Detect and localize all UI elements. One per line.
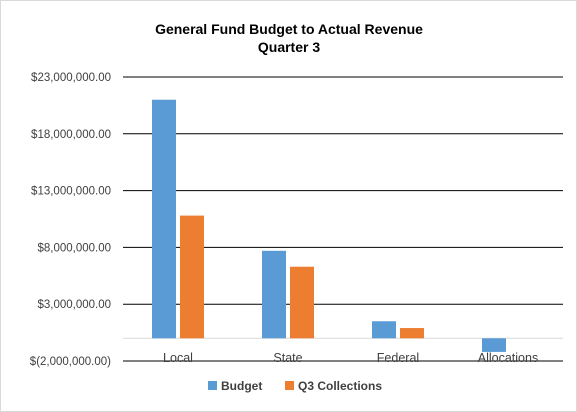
y-tick-label: $18,000,000.00 — [31, 129, 111, 141]
y-axis-ticks: $(2,000,000.00) $3,000,000.00 $8,000,000.0… — [30, 72, 111, 368]
bar-q3-collections-federal — [400, 328, 424, 339]
legend-swatch — [208, 381, 217, 390]
bar-budget-federal — [372, 321, 396, 339]
bar-q3-collections-local — [180, 215, 204, 339]
x-tick-label: State — [273, 351, 302, 365]
legend-label: Budget — [221, 379, 262, 393]
chart-subtitle: Quarter 3 — [258, 39, 320, 55]
bar-budget-allocations — [482, 338, 506, 352]
y-tick-label: $23,000,000.00 — [31, 72, 111, 84]
bars — [152, 99, 506, 352]
chart-title: General Fund Budget to Actual Revenue — [155, 21, 423, 37]
legend: Budget Q3 Collections — [208, 379, 382, 393]
y-tick-label: $13,000,000.00 — [31, 186, 111, 198]
y-tick-label: $8,000,000.00 — [37, 242, 111, 254]
x-tick-label: Federal — [377, 351, 419, 365]
legend-swatch — [285, 381, 294, 390]
y-tick-label: $3,000,000.00 — [37, 299, 111, 311]
legend-label: Q3 Collections — [298, 379, 382, 393]
bar-budget-local — [152, 99, 176, 339]
bar-q3-collections-state — [290, 266, 314, 339]
x-axis-labels: Local State Federal Allocations — [163, 351, 538, 365]
x-tick-label: Allocations — [478, 351, 538, 365]
bar-budget-state — [262, 250, 286, 339]
x-tick-label: Local — [163, 351, 193, 365]
y-tick-label: $(2,000,000.00) — [30, 356, 111, 368]
